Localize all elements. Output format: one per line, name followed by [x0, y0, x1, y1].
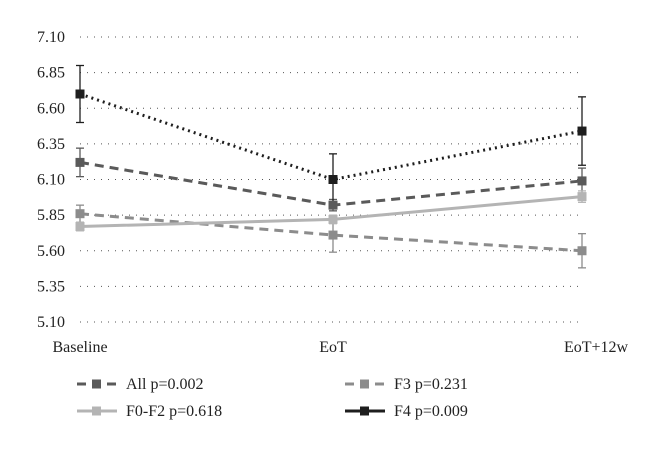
y-tick-label: 6.35 — [37, 136, 65, 153]
y-tick-label: 5.10 — [37, 314, 65, 331]
legend-label: All p=0.002 — [126, 376, 203, 393]
x-axis: Baseline EoT EoT+12w — [52, 339, 628, 356]
data-point — [577, 176, 587, 186]
data-point — [328, 230, 338, 240]
y-tick-label: 6.85 — [37, 65, 65, 82]
legend: All p=0.002 F3 p=0.231 F0-F2 p=0.618 F4 p=0… — [77, 376, 468, 420]
legend-swatch-marker — [360, 406, 369, 416]
data-points — [75, 89, 587, 256]
data-point — [577, 192, 587, 202]
x-tick-label: EoT+12w — [564, 339, 629, 356]
y-tick-label: 6.10 — [37, 172, 65, 189]
x-tick-label: Baseline — [52, 339, 107, 356]
legend-swatch-marker — [92, 406, 101, 416]
y-tick-label: 7.10 — [37, 29, 65, 46]
y-tick-label: 6.60 — [37, 100, 65, 117]
data-point — [328, 200, 338, 210]
data-point — [75, 222, 85, 232]
series-line — [79, 92, 583, 182]
legend-label: F3 p=0.231 — [394, 376, 468, 393]
data-point — [75, 157, 85, 167]
data-point — [328, 175, 338, 184]
data-point — [75, 89, 85, 99]
y-tick-label: 5.85 — [37, 207, 65, 224]
data-point — [328, 214, 338, 224]
data-point — [75, 209, 85, 219]
y-tick-label: 5.35 — [37, 278, 65, 295]
series-lines — [79, 92, 583, 253]
data-point — [577, 246, 587, 256]
x-tick-label: EoT — [319, 339, 347, 356]
legend-swatch-marker — [360, 379, 369, 389]
y-tick-label: 5.60 — [37, 243, 65, 260]
data-point — [577, 126, 587, 136]
series-line — [79, 212, 583, 253]
legend-swatch-marker — [92, 379, 101, 389]
y-axis: 7.10 6.85 6.60 6.35 6.10 5.85 5.60 5.35 5.10 — [37, 29, 65, 331]
legend-label: F0-F2 p=0.618 — [126, 403, 222, 420]
legend-label: F4 p=0.009 — [394, 403, 468, 420]
